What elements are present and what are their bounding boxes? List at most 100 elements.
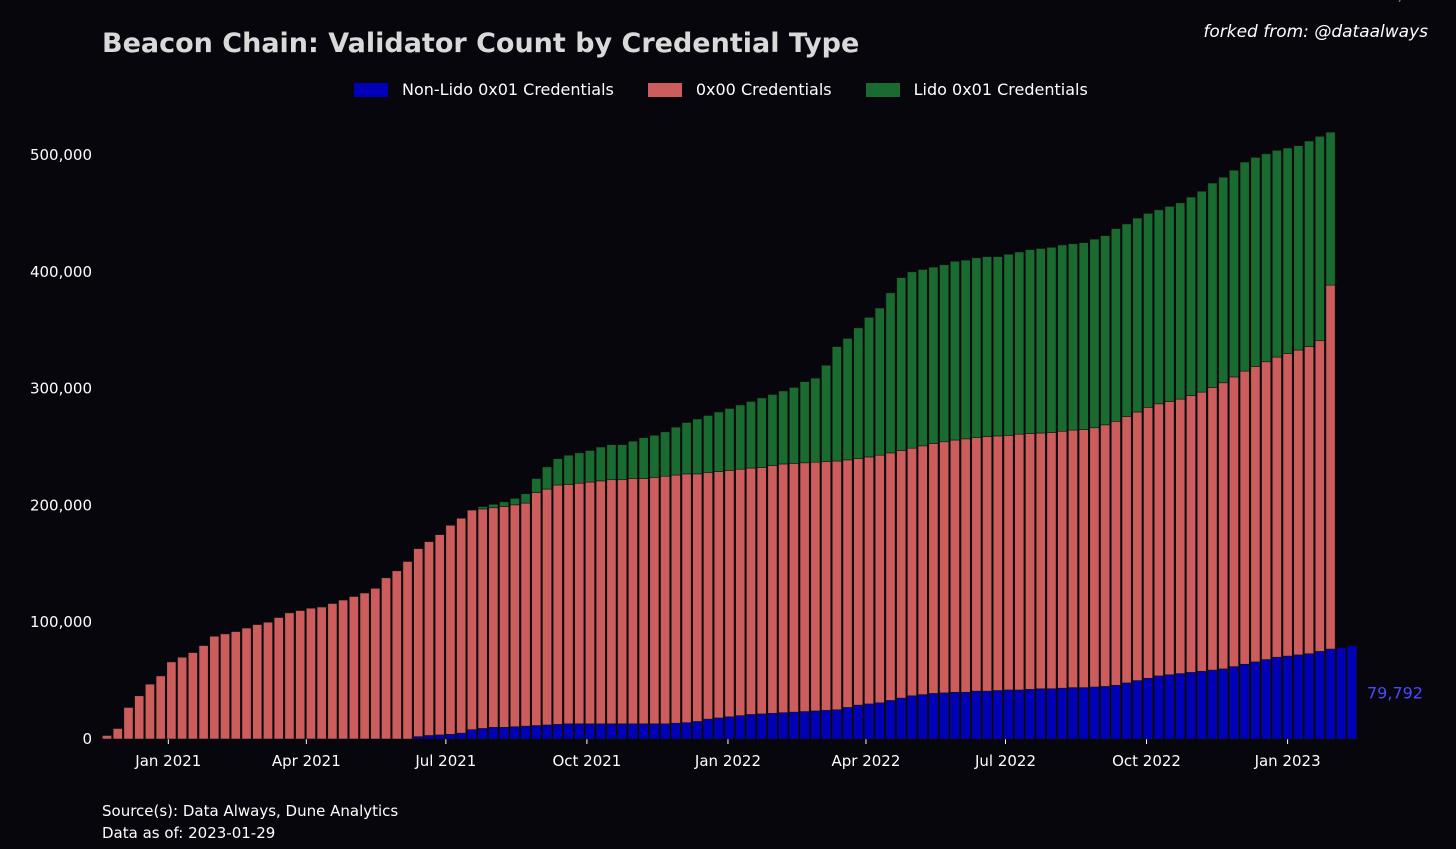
bar-0x00	[1261, 361, 1272, 660]
chart-footer: Source(s): Data Always, Dune Analytics D…	[102, 800, 398, 844]
bar-non-lido	[670, 722, 681, 740]
bar-non-lido	[606, 723, 617, 740]
bar-non-lido	[1304, 653, 1314, 740]
bar-lido	[574, 452, 585, 484]
x-tick-label: Jul 2021	[414, 752, 476, 770]
bar-lido	[992, 256, 1003, 437]
bar-0x00	[359, 592, 370, 740]
bar-lido	[563, 454, 574, 485]
bar-0x00	[853, 458, 864, 706]
bar-0x00	[456, 517, 467, 734]
bar-lido	[971, 257, 982, 438]
bar-0x00	[230, 631, 241, 740]
bar-0x00	[885, 452, 896, 701]
bar-lido	[853, 327, 864, 459]
bar-non-lido	[960, 691, 971, 740]
bar-0x00	[295, 610, 306, 740]
bar-0x00	[1239, 370, 1250, 665]
bar-lido	[531, 478, 542, 493]
bar-0x00	[112, 728, 123, 740]
bar-non-lido	[1314, 651, 1325, 740]
bar-non-lido	[617, 723, 628, 740]
bar-lido	[1057, 244, 1068, 432]
bar-0x00	[907, 447, 917, 697]
bar-non-lido	[874, 702, 885, 740]
bar-non-lido	[413, 736, 424, 740]
bar-0x00	[982, 436, 993, 692]
bar-lido	[1068, 243, 1078, 431]
bar-non-lido	[735, 715, 746, 740]
bar-non-lido	[1143, 677, 1153, 740]
bar-0x00	[670, 474, 681, 724]
bar-lido	[520, 493, 531, 504]
bar-non-lido	[531, 725, 542, 740]
bar-0x00	[220, 633, 230, 740]
bar-0x00	[1057, 430, 1068, 689]
bar-lido	[939, 264, 950, 443]
bar-0x00	[660, 475, 671, 725]
bar-lido	[627, 440, 638, 479]
bar-0x00	[574, 482, 585, 725]
bar-0x00	[831, 460, 842, 711]
bar-non-lido	[1218, 668, 1229, 740]
bar-non-lido	[456, 732, 467, 740]
bar-non-lido	[1175, 673, 1186, 740]
bar-non-lido	[971, 690, 982, 740]
bar-non-lido	[542, 724, 552, 740]
bar-non-lido	[724, 716, 735, 740]
bar-lido	[831, 346, 842, 462]
bar-0x00	[263, 621, 273, 740]
bar-lido	[885, 292, 896, 454]
bar-0x00	[1250, 366, 1261, 663]
bar-lido	[595, 446, 606, 482]
bar-0x00	[488, 507, 499, 728]
bar-non-lido	[885, 700, 896, 740]
bar-0x00	[1046, 432, 1057, 690]
bar-0x00	[821, 461, 832, 711]
bar-non-lido	[434, 734, 445, 740]
bar-lido	[1025, 249, 1035, 434]
bar-0x00	[284, 612, 295, 740]
bar-non-lido	[864, 703, 874, 740]
bar-lido	[1314, 136, 1325, 342]
bar-non-lido	[1110, 684, 1121, 740]
bar-0x00	[756, 467, 767, 715]
bar-lido	[1100, 235, 1111, 426]
bar-lido	[488, 503, 499, 509]
bar-0x00	[1068, 429, 1078, 688]
x-tick-label: Apr 2021	[272, 752, 341, 770]
bar-non-lido	[1057, 687, 1068, 740]
bar-0x00	[348, 596, 359, 740]
bar-lido	[1304, 140, 1314, 347]
bar-lido	[788, 387, 799, 464]
bar-0x00	[1121, 416, 1132, 684]
bar-lido	[681, 422, 692, 475]
bar-0x00	[788, 463, 799, 713]
bar-lido	[1293, 145, 1304, 351]
bar-non-lido	[907, 695, 917, 740]
bar-lido	[509, 498, 520, 506]
bar-0x00	[145, 683, 155, 740]
bar-lido	[1153, 209, 1164, 405]
bar-non-lido	[509, 726, 520, 740]
source-text: Source(s): Data Always, Dune Analytics	[102, 802, 399, 820]
bar-0x00	[1271, 356, 1282, 658]
bar-non-lido	[1239, 663, 1250, 740]
bar-non-lido	[1003, 689, 1014, 740]
bar-0x00	[123, 707, 134, 740]
bar-non-lido	[1271, 656, 1282, 740]
bar-non-lido	[1100, 686, 1111, 740]
bar-lido	[1046, 247, 1057, 433]
x-tick-label: Jul 2022	[974, 752, 1036, 770]
bar-lido	[778, 390, 789, 465]
bar-non-lido	[949, 691, 960, 740]
bar-lido	[1078, 242, 1089, 430]
bar-non-lido	[928, 693, 939, 740]
bar-non-lido	[595, 723, 606, 740]
bar-non-lido	[939, 692, 950, 740]
bar-lido	[767, 394, 778, 467]
bar-lido	[1143, 213, 1153, 408]
bar-non-lido	[1153, 675, 1164, 740]
bar-0x00	[198, 645, 209, 740]
bar-lido	[1110, 228, 1121, 422]
